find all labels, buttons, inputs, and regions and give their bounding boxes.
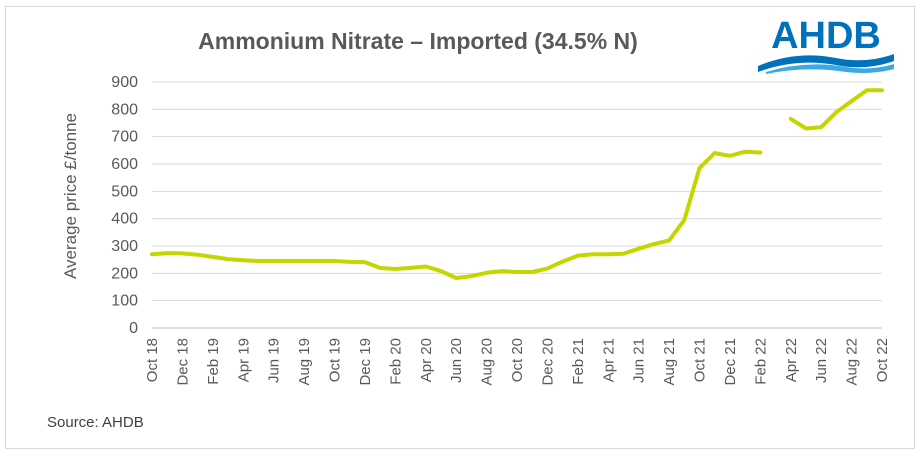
x-tick-label: Dec 19	[357, 338, 374, 386]
logo-wave-icon	[758, 54, 894, 72]
y-tick-label: 600	[111, 156, 138, 173]
logo-text: AHDB	[771, 15, 881, 57]
source-note: Source: AHDB	[47, 414, 144, 431]
y-tick-label: 900	[111, 74, 138, 91]
x-tick-label: Jun 20	[448, 338, 465, 383]
y-tick-label: 700	[111, 129, 138, 146]
x-tick-label: Dec 20	[539, 338, 556, 386]
series-line	[788, 88, 884, 131]
x-tick-label: Apr 21	[600, 338, 617, 382]
x-tick-label: Oct 20	[509, 338, 526, 382]
chart-title: Ammonium Nitrate – Imported (34.5% N)	[198, 28, 638, 54]
y-tick-label: 0	[129, 320, 138, 337]
series-line	[150, 149, 763, 280]
y-tick-label: 300	[111, 238, 138, 255]
x-tick-label: Oct 21	[692, 338, 709, 382]
logo-wave-icon-light	[766, 64, 894, 74]
x-tick-label: Jun 19	[266, 338, 283, 383]
x-tick-label: Aug 19	[296, 338, 313, 386]
x-tick-label: Dec 18	[174, 338, 191, 386]
x-tick-label: Feb 19	[205, 338, 222, 385]
x-tick-label: Feb 22	[752, 338, 769, 385]
y-tick-label: 400	[111, 211, 138, 228]
y-tick-label: 100	[111, 293, 138, 310]
x-tick-label: Aug 21	[661, 338, 678, 386]
x-tick-label: Aug 20	[479, 338, 496, 386]
x-tick-label: Oct 19	[327, 338, 344, 382]
x-tick-label: Oct 18	[144, 338, 161, 382]
x-tick-label: Dec 21	[722, 338, 739, 386]
y-tick-label: 500	[111, 183, 138, 200]
y-axis-label: Average price £/tonne	[61, 113, 80, 279]
x-tick-label: Jun 21	[631, 338, 648, 383]
y-tick-label: 200	[111, 265, 138, 282]
x-tick-label: Oct 22	[874, 338, 891, 382]
ahdb-logo: AHDB	[758, 15, 894, 74]
y-tick-label: 800	[111, 101, 138, 118]
x-tick-label: Apr 20	[418, 338, 435, 382]
x-tick-label: Apr 19	[235, 338, 252, 382]
x-tick-label: Apr 22	[783, 338, 800, 382]
chart-frame	[5, 6, 915, 449]
x-tick-label: Feb 20	[387, 338, 404, 385]
x-tick-label: Feb 21	[570, 338, 587, 385]
x-tick-label: Aug 22	[844, 338, 861, 386]
x-tick-label: Jun 22	[813, 338, 830, 383]
